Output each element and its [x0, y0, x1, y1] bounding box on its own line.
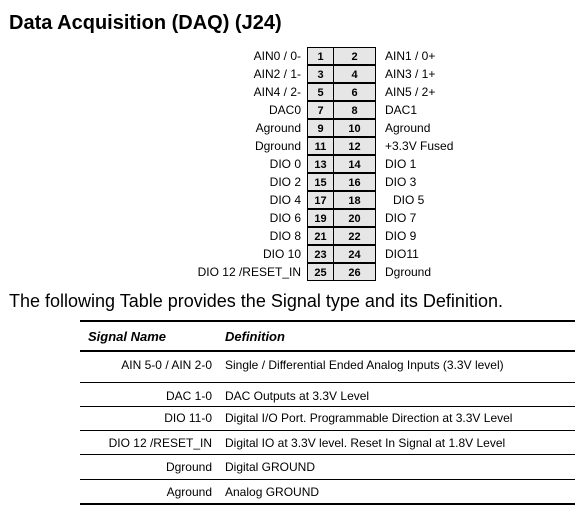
table-row: Aground Analog GROUND: [80, 480, 575, 505]
pin-number-even: 20: [334, 209, 376, 227]
cell-signal-name: Aground: [166, 485, 212, 499]
pin-label-right: DIO 3: [385, 175, 417, 189]
pin-number-even: 8: [334, 101, 376, 119]
cell-definition: Analog GROUND: [225, 485, 320, 499]
pin-label-left: AIN4 / 2-: [253, 85, 301, 99]
intro-text: The following Table provides the Signal …: [9, 291, 503, 311]
pin-label-right: DAC1: [385, 103, 418, 117]
pin-number-odd: 3: [307, 65, 334, 83]
pin-label-left: Aground: [255, 121, 301, 135]
cell-signal-name: DAC 1-0: [165, 389, 212, 403]
pin-number-even: 26: [334, 263, 376, 281]
pin-number-odd: 15: [307, 173, 334, 191]
pin-row: DIO 4 17 18 DIO 5: [0, 191, 585, 209]
pin-row: DIO 6 19 20 DIO 7: [0, 209, 585, 227]
pin-label-right: DIO 1: [385, 157, 417, 171]
pin-number-odd: 7: [307, 101, 334, 119]
cell-definition: Digital I/O Port. Programmable Direction…: [225, 411, 513, 425]
pin-label-left: DAC0: [268, 103, 301, 117]
pin-number-odd: 25: [307, 263, 334, 281]
header-definition: Definition: [225, 329, 285, 344]
pin-label-right: AIN1 / 0+: [385, 49, 436, 63]
pin-number-even: 6: [334, 83, 376, 101]
pin-label-left: DIO 12 /RESET_IN: [197, 265, 301, 279]
pin-label-left: AIN0 / 0-: [253, 49, 301, 63]
pin-number-even: 10: [334, 119, 376, 137]
header-signal-name: Signal Name: [88, 329, 167, 344]
pin-label-left: DIO 0: [269, 157, 301, 171]
cell-definition: Digital IO at 3.3V level. Reset In Signa…: [225, 436, 506, 450]
cell-signal-name: AIN 5-0 / AIN 2-0: [121, 358, 212, 372]
table-row: AIN 5-0 / AIN 2-0 Single / Differential E…: [80, 352, 575, 383]
pin-row: Aground 9 10 Aground: [0, 119, 585, 137]
pin-label-left: DIO 6: [269, 211, 301, 225]
pin-number-odd: 13: [307, 155, 334, 173]
table-row: DAC 1-0 DAC Outputs at 3.3V Level: [80, 383, 575, 407]
pin-number-even: 18: [334, 191, 376, 209]
pin-label-right: AIN3 / 1+: [385, 67, 436, 81]
pin-number-odd: 1: [307, 47, 334, 65]
pin-number-odd: 21: [307, 227, 334, 245]
pin-label-right: DIO 7: [385, 211, 417, 225]
pin-row: DIO 0 13 14 DIO 1: [0, 155, 585, 173]
cell-definition: Digital GROUND: [225, 460, 316, 474]
cell-definition: Single / Differential Ended Analog Input…: [225, 358, 504, 372]
cell-signal-name: DIO 12 /RESET_IN: [108, 436, 212, 450]
table-row: Dground Digital GROUND: [80, 455, 575, 480]
cell-signal-name: DIO 11-0: [164, 411, 212, 425]
pin-label-right: Dground: [385, 265, 432, 279]
table-row: DIO 11-0 Digital I/O Port. Programmable D…: [80, 407, 575, 431]
pin-label-right: Aground: [385, 121, 431, 135]
pin-label-left: DIO 2: [269, 175, 301, 189]
table-row: DIO 12 /RESET_IN Digital IO at 3.3V level…: [80, 431, 575, 455]
pin-row: AIN0 / 0- 1 2 AIN1 / 0+: [0, 47, 585, 65]
pin-number-odd: 23: [307, 245, 334, 263]
pin-number-even: 2: [334, 47, 376, 65]
pin-number-even: 12: [334, 137, 376, 155]
cell-definition: DAC Outputs at 3.3V Level: [225, 389, 370, 403]
pin-label-left: DIO 8: [269, 229, 301, 243]
pin-number-odd: 9: [307, 119, 334, 137]
pin-row: AIN2 / 1- 3 4 AIN3 / 1+: [0, 65, 585, 83]
pin-label-left: AIN2 / 1-: [253, 67, 301, 81]
signal-table: Signal Name Definition AIN 5-0 / AIN 2-0…: [80, 320, 575, 505]
table-body: AIN 5-0 / AIN 2-0 Single / Differential E…: [80, 352, 575, 505]
pin-row: DIO 8 21 22 DIO 9: [0, 227, 585, 245]
pin-label-right: DIO 9: [385, 229, 417, 243]
pin-label-left: DIO 4: [269, 193, 301, 207]
pin-label-right: AIN5 / 2+: [385, 85, 436, 99]
pin-row: DIO 12 /RESET_IN 25 26 Dground: [0, 263, 585, 281]
pin-label-right: DIO11: [385, 247, 419, 261]
pin-row: DAC0 7 8 DAC1: [0, 101, 585, 119]
pin-number-odd: 11: [307, 137, 334, 155]
pin-label-left: DIO 10: [262, 247, 301, 261]
pin-number-even: 4: [334, 65, 376, 83]
table-header: Signal Name Definition: [80, 320, 575, 352]
pin-label-left: Dground: [254, 139, 301, 153]
pin-row: AIN4 / 2- 5 6 AIN5 / 2+: [0, 83, 585, 101]
pin-label-right: DIO 5: [393, 193, 425, 207]
pin-row: Dground 11 12 +3.3V Fused: [0, 137, 585, 155]
pin-row: DIO 2 15 16 DIO 3: [0, 173, 585, 191]
pin-number-even: 16: [334, 173, 376, 191]
pin-number-odd: 17: [307, 191, 334, 209]
pin-row: DIO 10 23 24 DIO11: [0, 245, 585, 263]
page-title: Data Acquisition (DAQ) (J24): [9, 12, 282, 34]
pin-number-even: 14: [334, 155, 376, 173]
pin-number-even: 22: [334, 227, 376, 245]
pin-label-right: +3.3V Fused: [385, 139, 454, 153]
pin-number-even: 24: [334, 245, 376, 263]
pin-number-odd: 5: [307, 83, 334, 101]
cell-signal-name: Dground: [165, 460, 212, 474]
pin-number-odd: 19: [307, 209, 334, 227]
